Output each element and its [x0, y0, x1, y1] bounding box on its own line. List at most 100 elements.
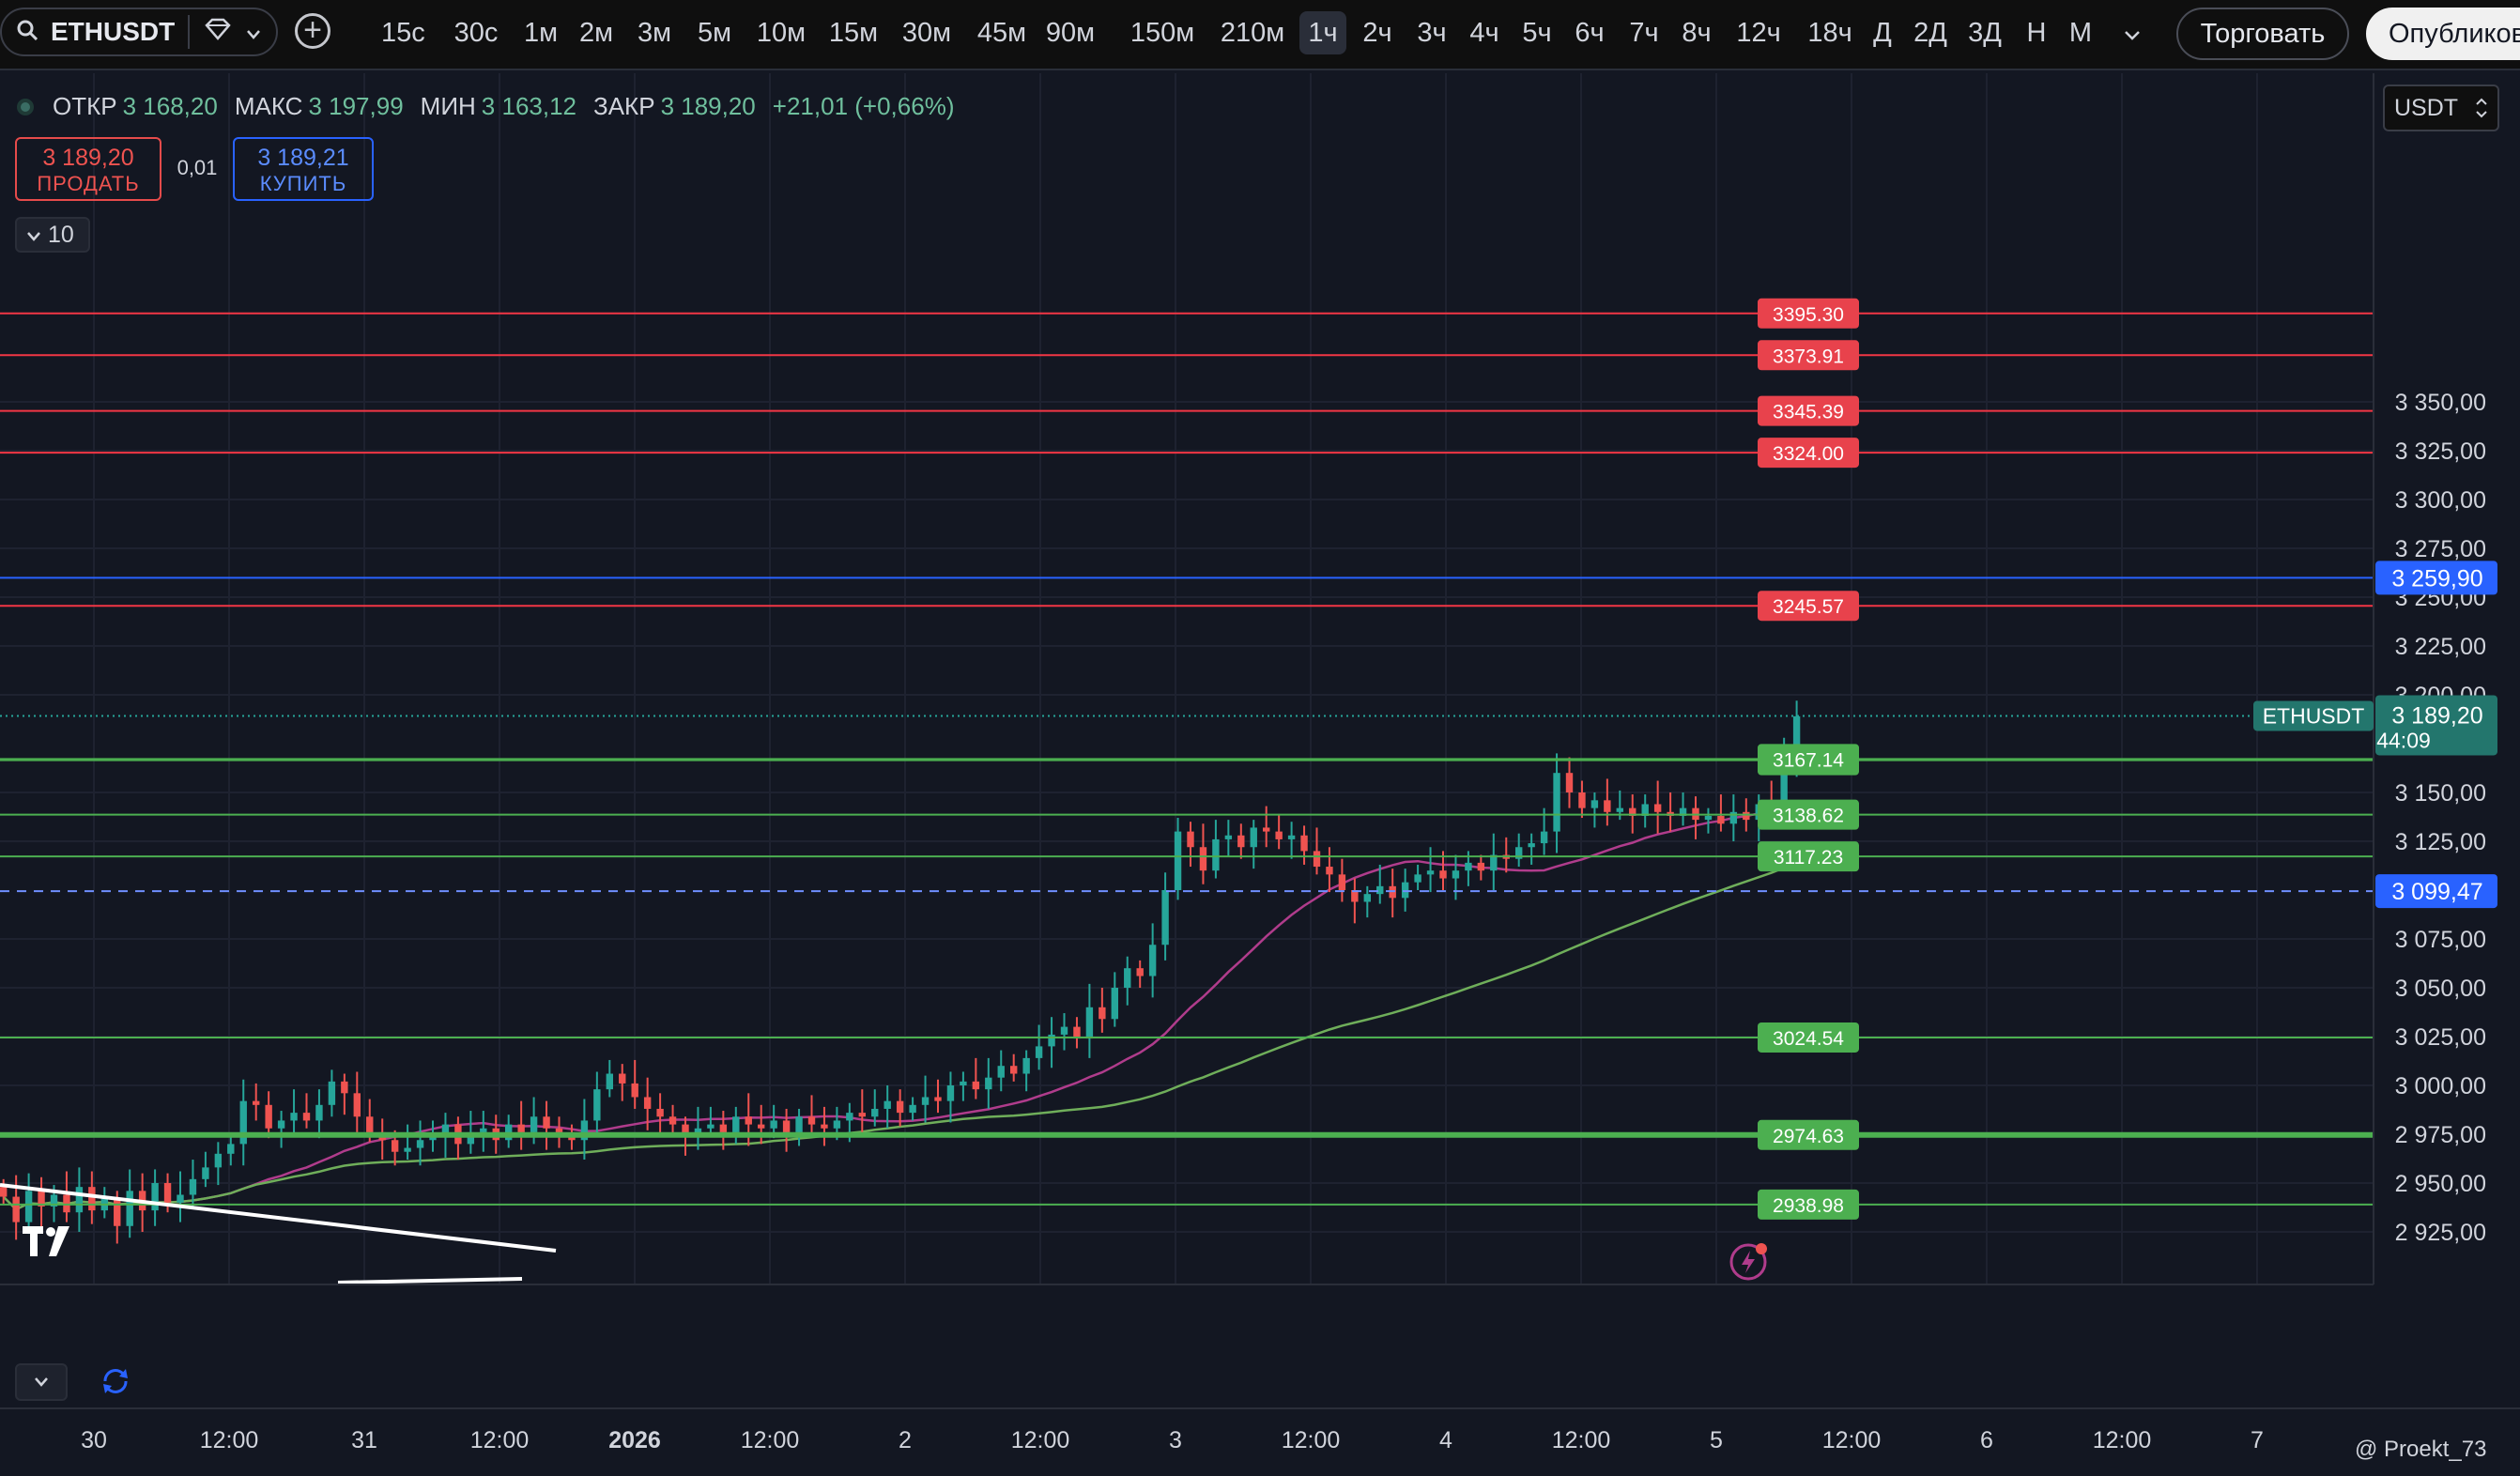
chevron-up-down-icon — [2475, 86, 2488, 144]
time-tick-label: 2 — [899, 1427, 912, 1453]
horizontal-levels[interactable] — [0, 312, 2374, 1206]
candle-body — [1376, 885, 1384, 895]
timeframe-1м[interactable]: 1м — [523, 18, 559, 48]
timeframe-2ч[interactable]: 2ч — [1362, 18, 1392, 48]
level-tag — [1758, 1119, 1859, 1150]
candle-body — [1263, 827, 1270, 832]
timeframe-30с[interactable]: 30с — [453, 18, 499, 48]
timeframe-3Д[interactable]: 3Д — [1968, 18, 2002, 48]
change-value: +21,01 (+0,66%) — [772, 92, 955, 120]
timeframe-6ч[interactable]: 6ч — [1575, 18, 1605, 48]
candle-body — [151, 1183, 159, 1211]
timeframe-more-icon[interactable] — [2118, 11, 2146, 54]
candle-body — [429, 1136, 437, 1141]
timeframe-3ч[interactable]: 3ч — [1417, 18, 1447, 48]
candle-body — [1111, 988, 1118, 1020]
timeframe-210м[interactable]: 210м — [1220, 18, 1285, 48]
candle-body — [795, 1116, 803, 1132]
timeframe-4ч[interactable]: 4ч — [1469, 18, 1499, 48]
time-tick-label: 3 — [1169, 1427, 1182, 1453]
time-tick-label: 12:00 — [1282, 1427, 1341, 1453]
timeframe-М[interactable]: М — [2068, 18, 2093, 48]
timeframe-150м[interactable]: 150м — [1129, 18, 1195, 48]
top-toolbar: ETHUSDT + 15с 30с 1м 2м 3м 5м 10м 15м 30м 45м 90м 1… — [0, 0, 2520, 70]
price-axis[interactable] — [2374, 73, 2520, 1284]
candle-body — [1426, 870, 1435, 875]
collapse-panel-button[interactable] — [15, 1363, 68, 1401]
candle-body — [1490, 854, 1498, 871]
candle-body — [1351, 890, 1359, 902]
time-tick-label: 5 — [1710, 1427, 1723, 1453]
candle-body — [302, 1113, 311, 1121]
buy-button[interactable]: 3 189,21 КУПИТЬ — [233, 137, 374, 201]
author-watermark: @ Proekt_73 — [2355, 1437, 2487, 1462]
timeframe-2м[interactable]: 2м — [578, 18, 614, 48]
timeframe-45м[interactable]: 45м — [976, 18, 1027, 48]
timeframe-12ч[interactable]: 12ч — [1736, 18, 1781, 48]
price-tick-label: 3 125,00 — [2395, 829, 2486, 855]
timeframe-2Д[interactable]: 2Д — [1913, 18, 1947, 48]
time-tick-label: 12:00 — [470, 1427, 530, 1453]
trade-button[interactable]: Торговать — [2176, 8, 2349, 60]
sell-button[interactable]: 3 189,20 ПРОДАТЬ — [15, 137, 161, 201]
candle-body — [821, 1124, 828, 1129]
lot-size-dropdown[interactable]: 10 — [15, 217, 90, 253]
time-tick-label: 12:00 — [2093, 1427, 2152, 1453]
timeframe-90м[interactable]: 90м — [1045, 18, 1096, 48]
trend-line-upper[interactable] — [0, 1183, 557, 1253]
candle-body — [239, 1100, 247, 1145]
candle-body — [416, 1140, 424, 1148]
publish-button[interactable]: Опубликовать — [2366, 8, 2520, 60]
candle-body — [1717, 815, 1725, 824]
candle-body — [1629, 807, 1636, 816]
currency-select[interactable]: USDT — [2383, 85, 2499, 131]
candle-body — [1465, 862, 1472, 871]
candle-body — [1641, 804, 1649, 816]
level-tag-label: 3167.14 — [1773, 749, 1844, 771]
timeframe-Н[interactable]: Н — [2026, 18, 2047, 48]
candle-body — [1060, 1026, 1068, 1035]
symbol-search[interactable]: ETHUSDT — [0, 8, 278, 56]
price-tick-label: 3 000,00 — [2395, 1073, 2486, 1099]
timeframe-15м[interactable]: 15м — [828, 18, 879, 48]
trend-line-lower[interactable] — [337, 1277, 523, 1284]
alert-bolt-icon[interactable] — [1728, 1239, 1771, 1287]
timeframe-18ч[interactable]: 18ч — [1807, 18, 1852, 48]
candle-body — [1792, 715, 1801, 758]
candle-body — [441, 1124, 450, 1137]
candle-body — [909, 1104, 916, 1114]
sync-icon[interactable] — [100, 1365, 131, 1405]
candle-body — [1300, 835, 1308, 852]
candle-body — [1099, 1007, 1106, 1020]
level-tag — [1758, 744, 1859, 775]
candle-body — [846, 1113, 853, 1121]
trend-lines[interactable] — [0, 1183, 557, 1284]
candle-body — [580, 1120, 589, 1141]
timeframe-1ч[interactable]: 1ч — [1299, 11, 1346, 54]
timeframe-5ч[interactable]: 5ч — [1522, 18, 1552, 48]
timeframe-3м[interactable]: 3м — [637, 18, 672, 48]
time-tick-label: 7 — [2251, 1427, 2264, 1453]
compare-add-icon[interactable]: + — [295, 13, 330, 49]
timeframe-7ч[interactable]: 7ч — [1629, 18, 1659, 48]
candle-body — [1124, 968, 1131, 988]
timeframe-15с[interactable]: 15с — [381, 18, 425, 48]
candle-body — [1604, 800, 1611, 812]
level-tag — [1758, 340, 1859, 371]
currency-value: USDT — [2394, 95, 2459, 121]
candle-body — [631, 1083, 638, 1098]
candle-body — [934, 1097, 942, 1101]
level-tag-label: 3345.39 — [1773, 402, 1844, 423]
candle-body — [328, 1081, 336, 1105]
level-tag — [1758, 438, 1859, 469]
level-tag-label: 3138.62 — [1773, 806, 1844, 827]
candle-body — [1528, 843, 1535, 848]
timeframe-10м[interactable]: 10м — [756, 18, 807, 48]
level-tag-label: 3024.54 — [1773, 1028, 1844, 1050]
timeframe-30м[interactable]: 30м — [901, 18, 952, 48]
timeframe-5м[interactable]: 5м — [697, 18, 732, 48]
timeframe-8ч[interactable]: 8ч — [1682, 18, 1712, 48]
candle-body — [277, 1120, 285, 1129]
timeframe-Д[interactable]: Д — [1873, 18, 1892, 48]
